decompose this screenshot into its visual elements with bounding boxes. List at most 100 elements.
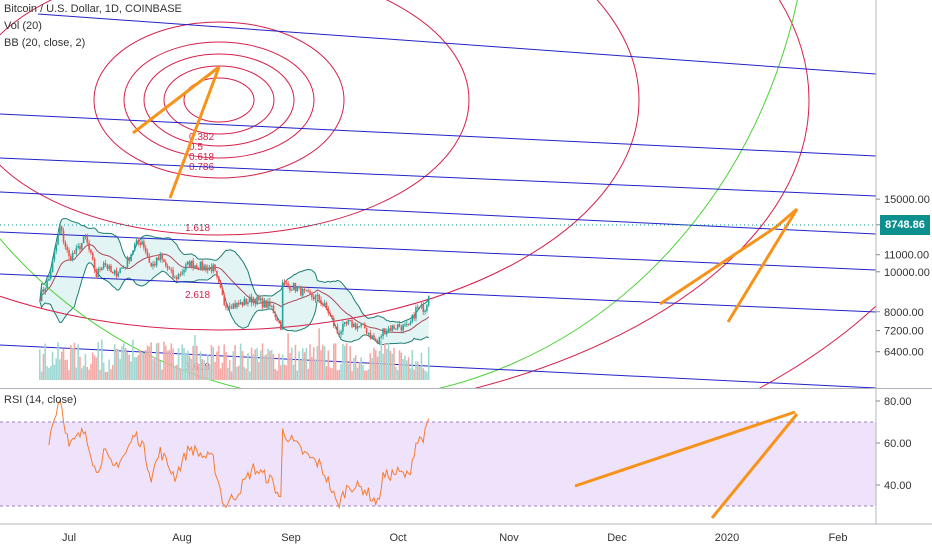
volume-bar (411, 350, 414, 380)
volume-bar (413, 369, 415, 380)
volume-bar (393, 347, 395, 380)
volume-bar (143, 353, 145, 380)
rsi-trendline (710, 413, 799, 519)
fib-label: 0.5 (189, 142, 203, 153)
candle-body (367, 333, 370, 335)
fib-circle (0, 0, 470, 236)
candle-body (281, 282, 284, 330)
volume-bar (44, 343, 47, 380)
volume-indicator-label[interactable]: Vol (20) (4, 20, 42, 32)
volume-bar (407, 357, 410, 380)
volume-bar (175, 364, 178, 380)
candle-body (101, 267, 103, 270)
candle-body (48, 278, 50, 281)
volume-bar (336, 370, 339, 380)
candle-body (172, 269, 174, 278)
volume-bar (292, 364, 295, 380)
candle-body (175, 277, 178, 280)
rsi-band (0, 422, 876, 506)
price-tick-label: 7200.00 (884, 326, 924, 338)
candle-body (152, 263, 154, 267)
volume-bar (349, 346, 352, 380)
volume-bar (358, 362, 361, 380)
candle-body (327, 308, 330, 314)
price-tick-label: 8000.00 (884, 307, 924, 319)
bollinger-indicator-label[interactable]: BB (20, close, 2) (4, 37, 86, 49)
candle-body (418, 306, 421, 309)
candle-body (79, 245, 81, 250)
volume-bar (334, 343, 337, 380)
time-tick-label: Jul (62, 532, 76, 544)
fib-label: 0.382 (189, 132, 214, 143)
candle-body (238, 303, 240, 305)
volume-bar (66, 359, 68, 380)
candle-body (416, 307, 419, 309)
candle-body (338, 333, 341, 335)
candle-body (384, 328, 386, 335)
candle-body (413, 314, 415, 319)
candle-body (261, 298, 264, 308)
volume-bar (190, 358, 193, 380)
candle-body (159, 254, 162, 261)
volume-bar (57, 342, 59, 380)
volume-bar (181, 344, 184, 380)
candle-body (402, 324, 404, 331)
candle-body (298, 286, 300, 288)
rsi-tick-label: 60.00 (884, 438, 912, 450)
candle-body (373, 335, 375, 339)
candle-body (97, 268, 100, 277)
candle-body (309, 291, 311, 294)
candle-body (135, 240, 138, 244)
volume-bar (376, 356, 379, 380)
volume-bar (307, 368, 310, 380)
candle-body (132, 250, 134, 255)
volume-bar (203, 360, 205, 380)
candle-body (59, 226, 61, 235)
candle-body (336, 326, 339, 334)
volume-bar (216, 351, 218, 380)
volume-bar (188, 355, 191, 380)
candle-body (91, 252, 94, 260)
bollinger-upper (39, 218, 430, 324)
volume-bar (212, 347, 215, 380)
candle-body (347, 320, 350, 324)
trendline (726, 208, 799, 323)
volume-bar (112, 364, 114, 380)
candle-body (68, 250, 70, 257)
candle-body (285, 283, 288, 285)
volume-bar (404, 355, 406, 380)
volume-bar (113, 344, 116, 380)
volume-bar (84, 353, 87, 380)
candle-body (371, 335, 373, 338)
candle-body (294, 282, 297, 292)
candle-body (126, 257, 129, 268)
volume-bar (106, 371, 109, 380)
volume-bar (42, 353, 45, 380)
volume-bar (360, 357, 362, 380)
rsi-tick-label: 40.00 (884, 480, 912, 492)
volume-bar (325, 366, 328, 380)
candle-body (194, 265, 196, 268)
volume-bar (283, 364, 286, 380)
candle-body (82, 236, 85, 244)
volume-bar (424, 370, 426, 380)
volume-bar (322, 344, 324, 380)
volume-bar (77, 344, 79, 380)
candle-body (62, 230, 65, 243)
rsi-line (48, 399, 430, 510)
candle-body (427, 295, 430, 306)
volume-bar (303, 352, 306, 380)
fib-circle (473, 0, 810, 388)
rsi-indicator-label[interactable]: RSI (14, close) (4, 394, 77, 406)
volume-bar (227, 368, 229, 380)
volume-bar (267, 348, 269, 380)
volume-bar (110, 369, 112, 380)
candle-body (227, 305, 229, 308)
candle-body (369, 333, 372, 338)
bollinger-basis (39, 244, 430, 334)
volume-bar (137, 354, 140, 380)
candle-body (422, 304, 425, 312)
volume-bar (128, 354, 131, 380)
candle-body (334, 326, 337, 328)
